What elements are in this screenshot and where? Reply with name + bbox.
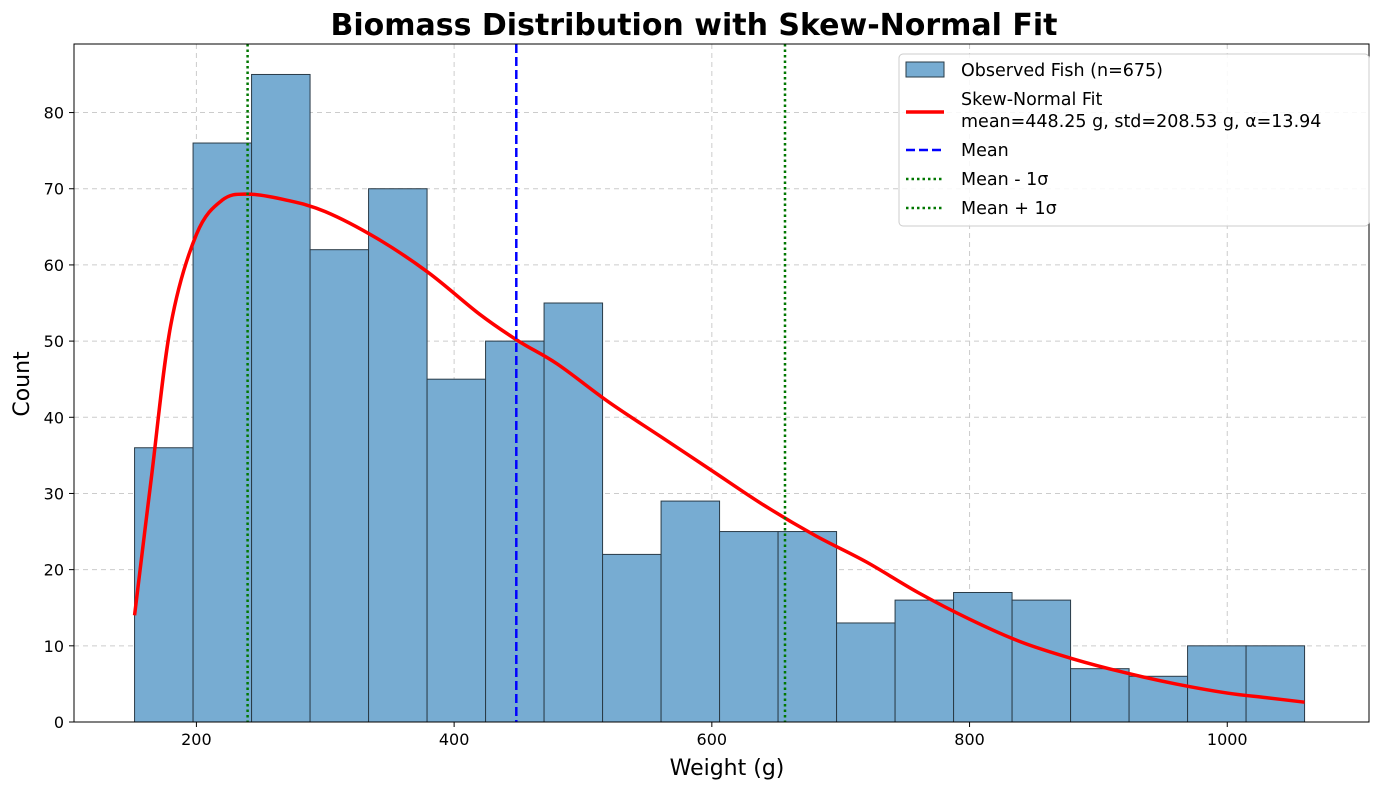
histogram-bar	[1011, 599, 1072, 723]
histogram-bar	[1245, 645, 1306, 723]
y-tick-label: 80	[44, 104, 64, 123]
y-tick-label: 20	[44, 561, 64, 580]
legend-label-fit: Skew-Normal Fit	[961, 90, 1103, 110]
x-tick-label: 200	[181, 730, 212, 749]
histogram-bar	[543, 302, 604, 723]
histogram-bars	[134, 73, 1306, 723]
plot-frame	[73, 43, 1370, 723]
x-tick-label: 400	[439, 730, 470, 749]
histogram-bar	[602, 553, 662, 723]
legend-label-mean-plus-sigma: Mean + 1σ	[961, 199, 1057, 219]
histogram-bar	[251, 73, 311, 723]
histogram-bar	[719, 531, 779, 723]
legend-label-fit-stats: mean=448.25 g, std=208.53 g, α=13.94	[961, 112, 1321, 132]
legend-label-observed: Observed Fish (n=675)	[961, 61, 1163, 81]
y-tick-label: 40	[44, 408, 64, 427]
fit-curve-layer	[132, 192, 1305, 704]
y-tick-label: 10	[44, 637, 64, 656]
histogram-bar	[953, 591, 1013, 723]
histogram-bar	[192, 142, 253, 723]
histogram-bar	[1187, 645, 1247, 723]
legend: Observed Fish (n=675) Skew-Normal Fit me…	[898, 53, 1370, 227]
histogram-bar	[660, 500, 721, 723]
fit-curve	[132, 192, 1305, 704]
x-tick-label: 600	[697, 730, 728, 749]
axis-ticks: 200 400 600 800 1000 0 10 20 30 40 50 60 70 80	[44, 104, 1248, 749]
reference-lines	[246, 44, 787, 722]
histogram-bar	[1070, 668, 1130, 723]
y-axis-label: Count	[10, 351, 35, 417]
y-tick-label: 70	[44, 180, 64, 199]
x-axis-label: Weight (g)	[670, 756, 785, 781]
y-tick-label: 60	[44, 256, 64, 275]
y-tick-label: 0	[54, 713, 64, 732]
legend-label-mean-minus-sigma: Mean - 1σ	[961, 170, 1048, 190]
y-tick-label: 30	[44, 484, 64, 503]
x-tick-label: 800	[954, 730, 985, 749]
x-tick-label: 1000	[1207, 730, 1248, 749]
y-tick-label: 50	[44, 332, 64, 351]
histogram-bar	[485, 340, 545, 723]
histogram-bar	[309, 249, 370, 723]
histogram-bar	[134, 447, 194, 723]
legend-label-mean: Mean	[961, 141, 1009, 161]
histogram-bar	[426, 378, 487, 723]
histogram-bar	[894, 599, 955, 723]
histogram-bar	[368, 188, 428, 723]
legend-swatch-observed	[905, 61, 945, 78]
histogram-bar	[777, 531, 838, 723]
legend-box	[898, 53, 1370, 227]
chart-title: Biomass Distribution with Skew-Normal Fi…	[330, 8, 1057, 43]
histogram-bar	[836, 622, 896, 723]
